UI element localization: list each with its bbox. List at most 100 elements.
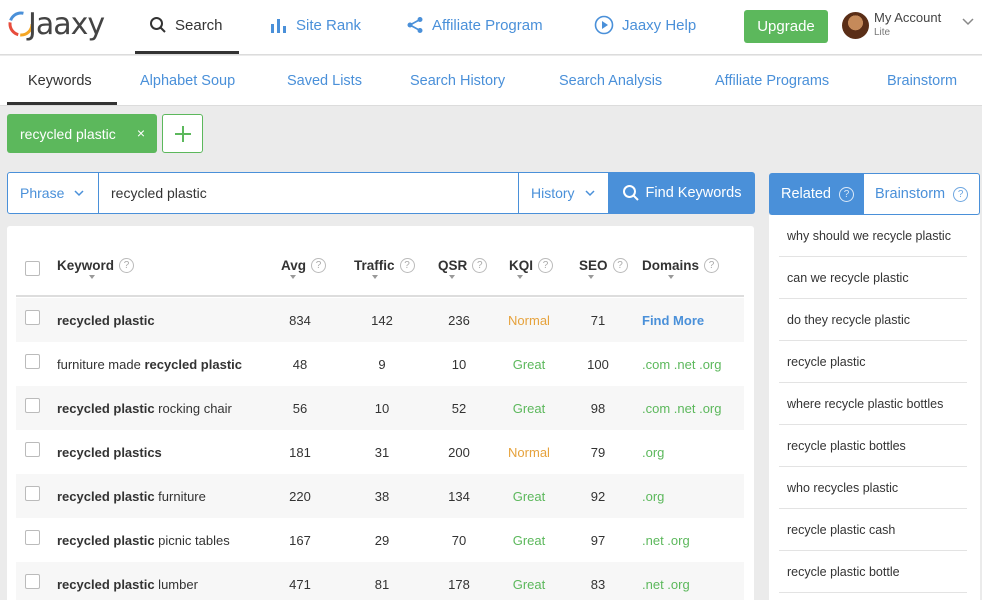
- tab-brainstorm-panel[interactable]: Brainstorm ?: [863, 174, 979, 214]
- help-icon[interactable]: ?: [704, 258, 720, 273]
- column-header-keyword[interactable]: Keyword?: [57, 258, 135, 279]
- search-input[interactable]: [100, 173, 518, 213]
- kqi-cell: Normal: [508, 445, 550, 460]
- account-menu-title[interactable]: My Account: [874, 10, 942, 25]
- keyword-cell[interactable]: recycled plastic furniture: [57, 489, 206, 504]
- list-item[interactable]: why should we recycle plastic: [779, 215, 967, 257]
- add-tag-button[interactable]: [162, 114, 203, 153]
- keyword-cell[interactable]: recycled plastics: [57, 445, 162, 460]
- tab-search-history[interactable]: Search History: [410, 73, 506, 89]
- table-row[interactable]: recycled plastics 181 31 200 Normal 79 .…: [16, 430, 744, 474]
- keyword-cell[interactable]: recycled plastic: [57, 313, 155, 328]
- history-dropdown[interactable]: History: [518, 173, 608, 213]
- tab-brainstorm[interactable]: Brainstorm: [887, 73, 958, 89]
- keyword-match: recycled plastic: [144, 357, 242, 372]
- traffic-cell: 81: [374, 577, 390, 592]
- share-icon: [407, 17, 423, 33]
- list-item[interactable]: recycle plastic: [779, 341, 967, 383]
- qsr-cell: 236: [448, 313, 470, 328]
- traffic-cell: 142: [371, 313, 393, 328]
- table-row[interactable]: recycled plastic picnic tables 167 29 70…: [16, 518, 744, 562]
- column-header-traffic[interactable]: Traffic?: [354, 258, 415, 279]
- sort-icon: [668, 275, 674, 279]
- list-item[interactable]: who recycles plastic: [779, 467, 967, 509]
- tab-search-analysis[interactable]: Search Analysis: [559, 73, 663, 89]
- keyword-match: recycled plastic: [57, 489, 155, 504]
- column-header-qsr[interactable]: QSR?: [438, 258, 488, 279]
- find-more-link[interactable]: Find More: [642, 313, 705, 328]
- qsr-cell: 70: [451, 533, 467, 548]
- row-checkbox[interactable]: [25, 530, 40, 545]
- keyword-prefix: furniture made: [57, 357, 145, 372]
- kqi-cell: Great: [512, 357, 546, 372]
- help-icon[interactable]: ?: [612, 258, 628, 273]
- tab-alphabet-soup[interactable]: Alphabet Soup: [140, 73, 236, 89]
- list-item[interactable]: recycle plastic bottles: [779, 425, 967, 467]
- list-item[interactable]: recycle plastic cash: [779, 509, 967, 551]
- close-icon[interactable]: ×: [136, 125, 145, 141]
- domains-cell[interactable]: .net .org: [642, 533, 690, 548]
- seo-cell: 100: [587, 357, 609, 372]
- row-checkbox[interactable]: [25, 574, 40, 589]
- topnav-site-rank[interactable]: Site Rank: [270, 14, 361, 36]
- tab-keywords[interactable]: Keywords: [28, 73, 92, 89]
- domains-cell[interactable]: .com .net .org: [642, 401, 722, 416]
- help-icon[interactable]: ?: [119, 258, 135, 273]
- table-row[interactable]: furniture made recycled plastic 48 9 10 …: [16, 342, 744, 386]
- row-checkbox[interactable]: [25, 486, 40, 501]
- qsr-cell: 10: [451, 357, 467, 372]
- domains-cell[interactable]: .org: [642, 489, 665, 504]
- table-row[interactable]: recycled plastic furniture 220 38 134 Gr…: [16, 474, 744, 518]
- help-icon[interactable]: ?: [472, 258, 488, 273]
- topnav-jaaxy-help[interactable]: Jaaxy Help: [594, 14, 696, 36]
- tab-related[interactable]: Related ?: [770, 174, 863, 214]
- row-checkbox[interactable]: [25, 354, 40, 369]
- kqi-cell: Normal: [508, 313, 550, 328]
- row-checkbox[interactable]: [25, 310, 40, 325]
- help-icon[interactable]: ?: [953, 186, 969, 202]
- find-keywords-button[interactable]: Find Keywords: [608, 172, 755, 214]
- keyword-match: recycled plastic: [57, 577, 155, 592]
- keyword-results-table: Keyword? Avg? Traffic? QSR? KQI? SEO? Do…: [7, 226, 754, 600]
- traffic-cell: 38: [374, 489, 390, 504]
- history-dropdown-label: History: [531, 185, 575, 201]
- chevron-down-icon[interactable]: [962, 18, 974, 26]
- search-tag-chip[interactable]: recycled plastic ×: [7, 114, 157, 153]
- row-checkbox[interactable]: [25, 442, 40, 457]
- row-checkbox[interactable]: [25, 398, 40, 413]
- help-icon[interactable]: ?: [838, 186, 854, 202]
- upgrade-button[interactable]: Upgrade: [744, 10, 828, 43]
- column-header-kqi[interactable]: KQI?: [509, 258, 554, 279]
- avatar[interactable]: [842, 12, 869, 39]
- topnav-affiliate-program[interactable]: Affiliate Program: [406, 14, 543, 36]
- help-icon[interactable]: ?: [538, 258, 554, 273]
- select-all-checkbox[interactable]: [25, 261, 40, 276]
- column-header-label: QSR: [438, 258, 468, 273]
- table-row[interactable]: recycled plastic lumber 471 81 178 Great…: [16, 562, 744, 600]
- help-icon[interactable]: ?: [311, 258, 327, 273]
- keyword-cell[interactable]: recycled plastic rocking chair: [57, 401, 232, 416]
- tab-saved-lists[interactable]: Saved Lists: [287, 73, 362, 89]
- sort-icon: [588, 275, 594, 279]
- domains-cell[interactable]: .org: [642, 445, 665, 460]
- list-item[interactable]: do they recycle plastic: [779, 299, 967, 341]
- keyword-match: recycled plastics: [57, 445, 162, 460]
- column-header-avg[interactable]: Avg?: [281, 258, 327, 279]
- table-row[interactable]: recycled plastic 834 142 236 Normal 71 F…: [16, 298, 744, 342]
- domains-cell[interactable]: .net .org: [642, 577, 690, 592]
- phrase-dropdown[interactable]: Phrase: [8, 173, 99, 213]
- column-header-seo[interactable]: SEO?: [579, 258, 628, 279]
- list-item[interactable]: can we recycle plastic: [779, 257, 967, 299]
- tab-affiliate-programs[interactable]: Affiliate Programs: [715, 73, 830, 89]
- keyword-cell[interactable]: recycled plastic picnic tables: [57, 533, 230, 548]
- column-header-domains[interactable]: Domains?: [642, 258, 720, 279]
- domains-cell[interactable]: .com .net .org: [642, 357, 722, 372]
- jaaxy-logo[interactable]: Jaaxy: [8, 4, 105, 44]
- list-item[interactable]: recycle plastic bottle: [779, 551, 967, 593]
- table-row[interactable]: recycled plastic rocking chair 56 10 52 …: [16, 386, 744, 430]
- topnav-search[interactable]: Search: [149, 14, 223, 36]
- keyword-cell[interactable]: recycled plastic lumber: [57, 577, 198, 592]
- list-item[interactable]: where recycle plastic bottles: [779, 383, 967, 425]
- keyword-cell[interactable]: furniture made recycled plastic: [57, 357, 242, 372]
- help-icon[interactable]: ?: [399, 258, 415, 273]
